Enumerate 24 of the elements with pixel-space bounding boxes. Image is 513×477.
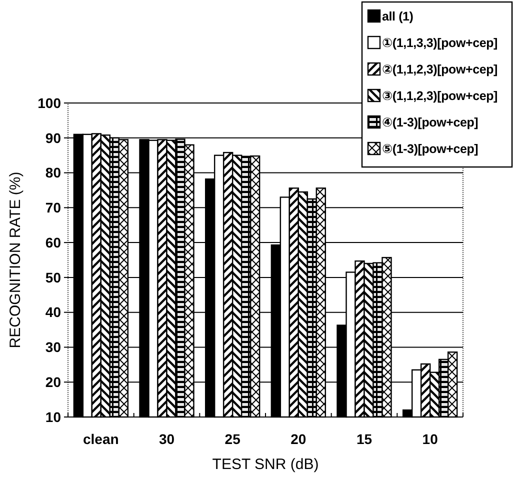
y-tick-label: 30 bbox=[45, 339, 62, 356]
y-tick-label: 10 bbox=[45, 408, 62, 425]
y-tick-label: 60 bbox=[45, 234, 62, 250]
x-tick-label: 20 bbox=[290, 431, 306, 447]
y-tick-label: 20 bbox=[45, 374, 62, 390]
legend-label: ②(1,1,2,3)[pow+cep] bbox=[382, 62, 498, 76]
legend-label: ③(1,1,2,3)[pow+cep] bbox=[382, 88, 498, 103]
x-axis-title: TEST SNR (dB) bbox=[212, 456, 319, 473]
legend-label: ①(1,1,3,3)[pow+cep] bbox=[382, 36, 498, 50]
x-tick-label: 30 bbox=[158, 431, 175, 447]
x-tick-label: 15 bbox=[356, 431, 372, 447]
x-tick-label: 25 bbox=[224, 431, 241, 447]
y-tick-label: 50 bbox=[45, 269, 62, 286]
y-tick-label: 100 bbox=[38, 94, 62, 111]
legend-label: ⑤(1-3)[pow+cep] bbox=[382, 142, 478, 156]
x-tick-label: 10 bbox=[422, 431, 438, 447]
y-tick-label: 90 bbox=[45, 130, 62, 146]
y-axis-title: RECOGNITION RATE (%) bbox=[7, 172, 24, 348]
legend-label: all (1) bbox=[382, 9, 414, 24]
y-tick-label: 40 bbox=[45, 304, 62, 320]
y-tick-label: 80 bbox=[45, 164, 62, 181]
y-tick-label: 70 bbox=[45, 200, 62, 216]
legend-label: ④(1-3)[pow+cep] bbox=[382, 115, 478, 130]
x-tick-label: clean bbox=[83, 431, 119, 447]
